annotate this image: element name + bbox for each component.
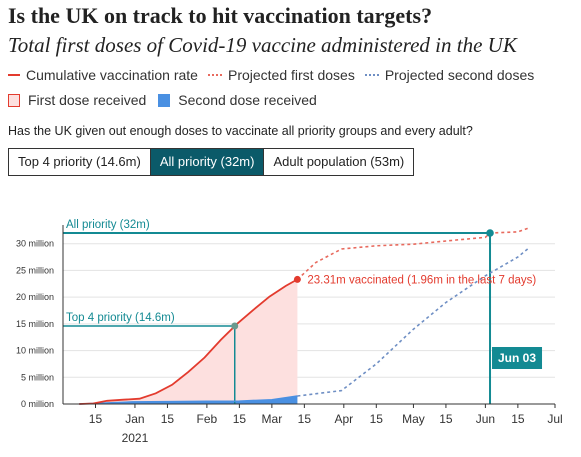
- question-text: Has the UK given out enough doses to vac…: [8, 124, 473, 138]
- target-date-label: Jun 03: [498, 351, 536, 365]
- pink-square-icon: [8, 93, 20, 107]
- x-tick-label: Apr: [334, 412, 353, 426]
- x-tick-label: May: [402, 412, 425, 426]
- x-tick-label: Jun: [476, 412, 495, 426]
- legend-areas: First dose received Second dose received: [8, 92, 327, 108]
- projected-second-line: [297, 246, 531, 397]
- top4-point: [231, 322, 239, 330]
- target-point: [486, 229, 494, 237]
- dotted-red-line-icon: [207, 74, 222, 76]
- toggle-top4-priority[interactable]: Top 4 priority (14.6m): [9, 149, 150, 175]
- legend-cumulative: Cumulative vaccination rate: [8, 67, 198, 83]
- y-tick-label: 10 million: [16, 346, 54, 356]
- solid-line-icon: [8, 74, 20, 76]
- y-tick-label: 15 million: [16, 319, 54, 329]
- legend-first-received: First dose received: [8, 92, 146, 108]
- toggle-adult-population[interactable]: Adult population (53m): [263, 149, 414, 175]
- all-priority-label: All priority (32m): [66, 219, 150, 231]
- legend-projected-second-label: Projected second doses: [384, 67, 535, 83]
- x-tick-label: 15: [89, 412, 103, 426]
- blue-square-icon: [158, 93, 171, 107]
- top4-priority-label: Top 4 priority (14.6m): [66, 312, 175, 324]
- latest-point: [293, 275, 301, 283]
- x-tick-label: Jan: [125, 412, 144, 426]
- population-toggle: Top 4 priority (14.6m) All priority (32m…: [8, 148, 415, 176]
- x-tick-label: Jul: [547, 412, 562, 426]
- chart-subtitle: Total first doses of Covid-19 vaccine ad…: [8, 33, 517, 57]
- chart-title: Is the UK on track to hit vaccination ta…: [8, 3, 433, 28]
- legend-second-received: Second dose received: [158, 92, 317, 108]
- y-tick-label: 0 million: [21, 399, 54, 409]
- legend-projected-second: Projected second doses: [364, 67, 535, 83]
- y-tick-label: 30 million: [16, 239, 54, 249]
- legend-first-received-label: First dose received: [28, 92, 147, 108]
- latest-value-label: 23.31m vaccinated (1.96m in the last 7 d…: [307, 274, 536, 286]
- cumulative-line: [79, 278, 298, 405]
- target-date-badge: [492, 347, 543, 369]
- legend-projected-first-label: Projected first doses: [227, 67, 355, 83]
- legend-cumulative-label: Cumulative vaccination rate: [26, 67, 198, 83]
- x-tick-label: Mar: [262, 412, 283, 426]
- dotted-blue-line-icon: [364, 74, 379, 76]
- legend-second-received-label: Second dose received: [178, 92, 317, 108]
- x-tick-label: 15: [233, 412, 247, 426]
- x-tick-label: 15: [161, 412, 175, 426]
- legend-lines: Cumulative vaccination rate Projected fi…: [8, 67, 544, 83]
- x-tick-label: 15: [439, 412, 453, 426]
- first-dose-area: [79, 279, 298, 404]
- legend-projected-first: Projected first doses: [207, 67, 355, 83]
- x-tick-label: 15: [511, 412, 525, 426]
- y-tick-label: 20 million: [16, 292, 54, 302]
- y-tick-label: 5 million: [21, 372, 54, 382]
- toggle-all-priority[interactable]: All priority (32m): [149, 149, 264, 175]
- second-dose-line: [79, 395, 298, 405]
- y-tick-label: 25 million: [16, 265, 54, 275]
- x-year-label: 2021: [122, 431, 149, 445]
- x-tick-label: 15: [298, 412, 312, 426]
- x-tick-label: Feb: [197, 412, 218, 426]
- x-tick-label: 15: [370, 412, 384, 426]
- projected-first-line: [296, 226, 530, 280]
